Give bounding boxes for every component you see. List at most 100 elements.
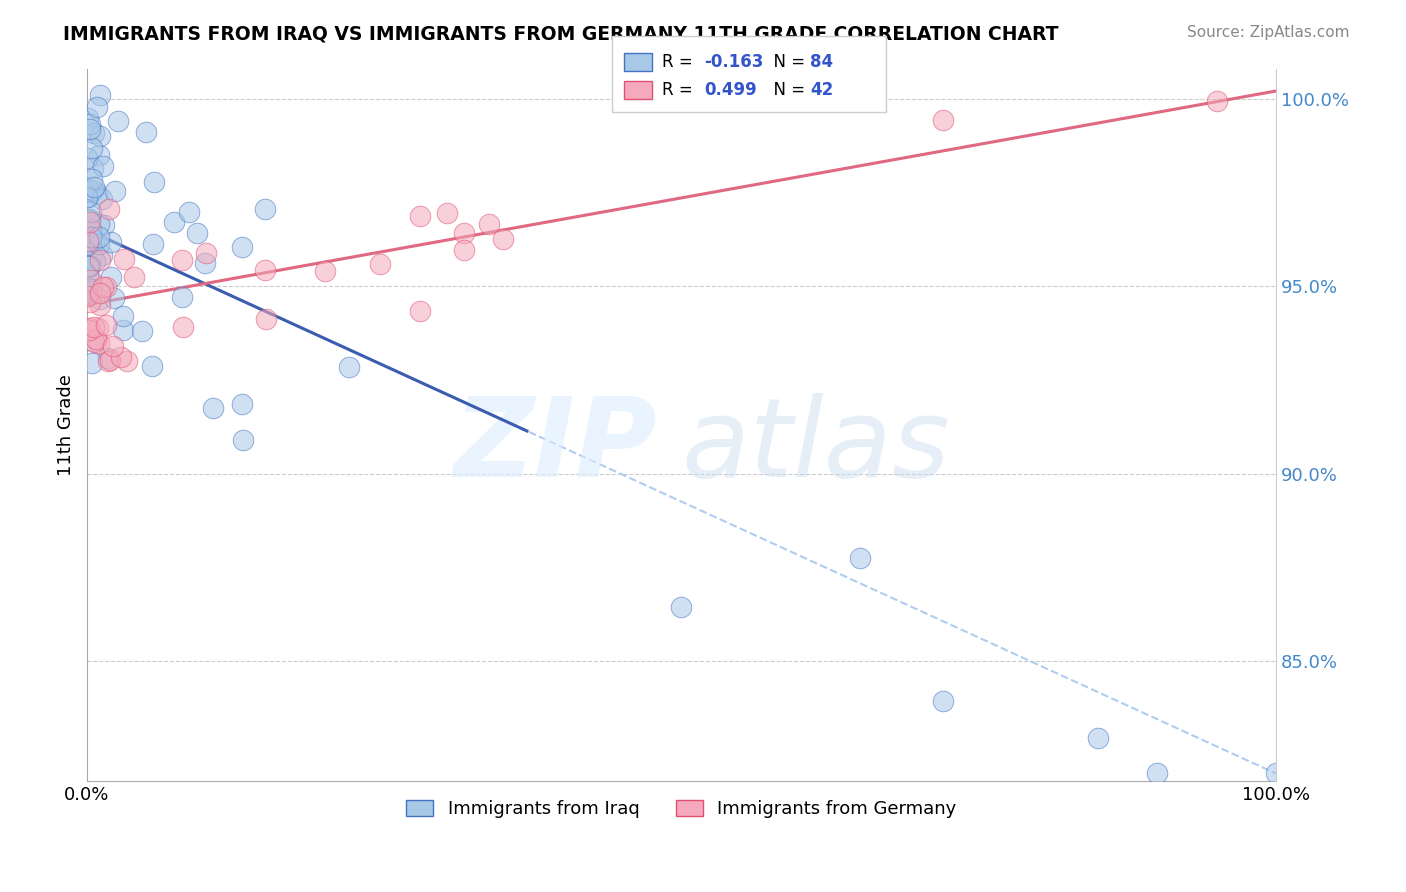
Point bbox=[83, 179, 105, 194]
Point bbox=[79, 294, 101, 309]
Point bbox=[83, 233, 105, 247]
Text: N =: N = bbox=[763, 81, 811, 99]
Point bbox=[110, 350, 132, 364]
Point bbox=[79, 234, 101, 248]
Text: 84: 84 bbox=[810, 54, 832, 71]
Point bbox=[90, 248, 112, 262]
Point bbox=[254, 263, 277, 277]
Point bbox=[86, 99, 108, 113]
Point bbox=[849, 550, 872, 565]
Point bbox=[86, 186, 108, 200]
Point bbox=[91, 280, 114, 294]
Point bbox=[122, 269, 145, 284]
Point bbox=[79, 230, 101, 244]
Point bbox=[104, 184, 127, 198]
Point bbox=[82, 334, 104, 349]
Point bbox=[932, 112, 955, 127]
Point bbox=[80, 223, 103, 237]
Point bbox=[76, 190, 98, 204]
Point bbox=[76, 182, 98, 196]
Point bbox=[177, 204, 200, 219]
Point bbox=[142, 236, 165, 251]
Point bbox=[89, 237, 111, 252]
Text: Source: ZipAtlas.com: Source: ZipAtlas.com bbox=[1187, 25, 1350, 40]
Point bbox=[314, 264, 336, 278]
Point bbox=[87, 335, 110, 350]
Point bbox=[94, 280, 117, 294]
Text: 0.499: 0.499 bbox=[704, 81, 758, 99]
Text: ZIP: ZIP bbox=[454, 392, 658, 500]
Point bbox=[76, 190, 98, 204]
Point bbox=[79, 215, 101, 229]
Point bbox=[80, 249, 103, 263]
Point bbox=[80, 184, 103, 198]
Point bbox=[77, 259, 100, 273]
Point bbox=[80, 172, 103, 186]
Point bbox=[87, 217, 110, 231]
Point bbox=[83, 254, 105, 268]
Point bbox=[82, 141, 104, 155]
Text: atlas: atlas bbox=[682, 392, 950, 500]
Point bbox=[77, 280, 100, 294]
Point bbox=[82, 183, 104, 197]
Point bbox=[135, 125, 157, 139]
Text: IMMIGRANTS FROM IRAQ VS IMMIGRANTS FROM GERMANY 11TH GRADE CORRELATION CHART: IMMIGRANTS FROM IRAQ VS IMMIGRANTS FROM … bbox=[63, 25, 1059, 44]
Point bbox=[408, 303, 430, 318]
Point bbox=[101, 339, 124, 353]
Point bbox=[254, 202, 277, 216]
Legend: Immigrants from Iraq, Immigrants from Germany: Immigrants from Iraq, Immigrants from Ge… bbox=[399, 793, 963, 825]
Point bbox=[76, 151, 98, 165]
Point bbox=[671, 600, 693, 615]
Point bbox=[93, 159, 115, 173]
Point bbox=[90, 192, 112, 206]
Point bbox=[337, 360, 360, 375]
Point bbox=[83, 334, 105, 349]
Point bbox=[79, 205, 101, 219]
Point bbox=[201, 401, 224, 415]
Point bbox=[111, 323, 134, 337]
Point bbox=[76, 269, 98, 284]
Point bbox=[82, 161, 104, 175]
Point bbox=[932, 694, 955, 708]
Point bbox=[232, 433, 254, 447]
Point bbox=[1146, 766, 1168, 780]
Point bbox=[84, 233, 107, 247]
Point bbox=[89, 286, 111, 301]
Point bbox=[107, 113, 129, 128]
Point bbox=[89, 129, 111, 144]
Point bbox=[79, 117, 101, 131]
Point bbox=[77, 238, 100, 252]
Point bbox=[89, 292, 111, 306]
Point bbox=[143, 175, 166, 189]
Point bbox=[76, 285, 98, 300]
Point bbox=[77, 233, 100, 247]
Y-axis label: 11th Grade: 11th Grade bbox=[58, 374, 75, 475]
Point bbox=[409, 210, 432, 224]
Point bbox=[111, 310, 134, 324]
Point bbox=[453, 226, 475, 240]
Point bbox=[76, 237, 98, 252]
Point bbox=[97, 354, 120, 368]
Point bbox=[77, 321, 100, 335]
Point bbox=[77, 213, 100, 227]
Text: 42: 42 bbox=[810, 81, 834, 99]
Point bbox=[82, 356, 104, 370]
Text: N =: N = bbox=[763, 54, 811, 71]
Point bbox=[82, 285, 104, 300]
Point bbox=[76, 234, 98, 248]
Point bbox=[83, 126, 105, 140]
Point bbox=[103, 291, 125, 305]
Point bbox=[77, 111, 100, 125]
Point bbox=[77, 323, 100, 337]
Point bbox=[186, 226, 208, 240]
Point bbox=[77, 259, 100, 273]
Point bbox=[79, 211, 101, 226]
Point bbox=[117, 354, 139, 368]
Text: -0.163: -0.163 bbox=[704, 54, 763, 71]
Point bbox=[89, 87, 111, 102]
Point bbox=[1205, 94, 1227, 108]
Point bbox=[131, 324, 153, 338]
Point bbox=[231, 239, 253, 253]
Point bbox=[231, 397, 253, 411]
Point bbox=[80, 273, 103, 287]
